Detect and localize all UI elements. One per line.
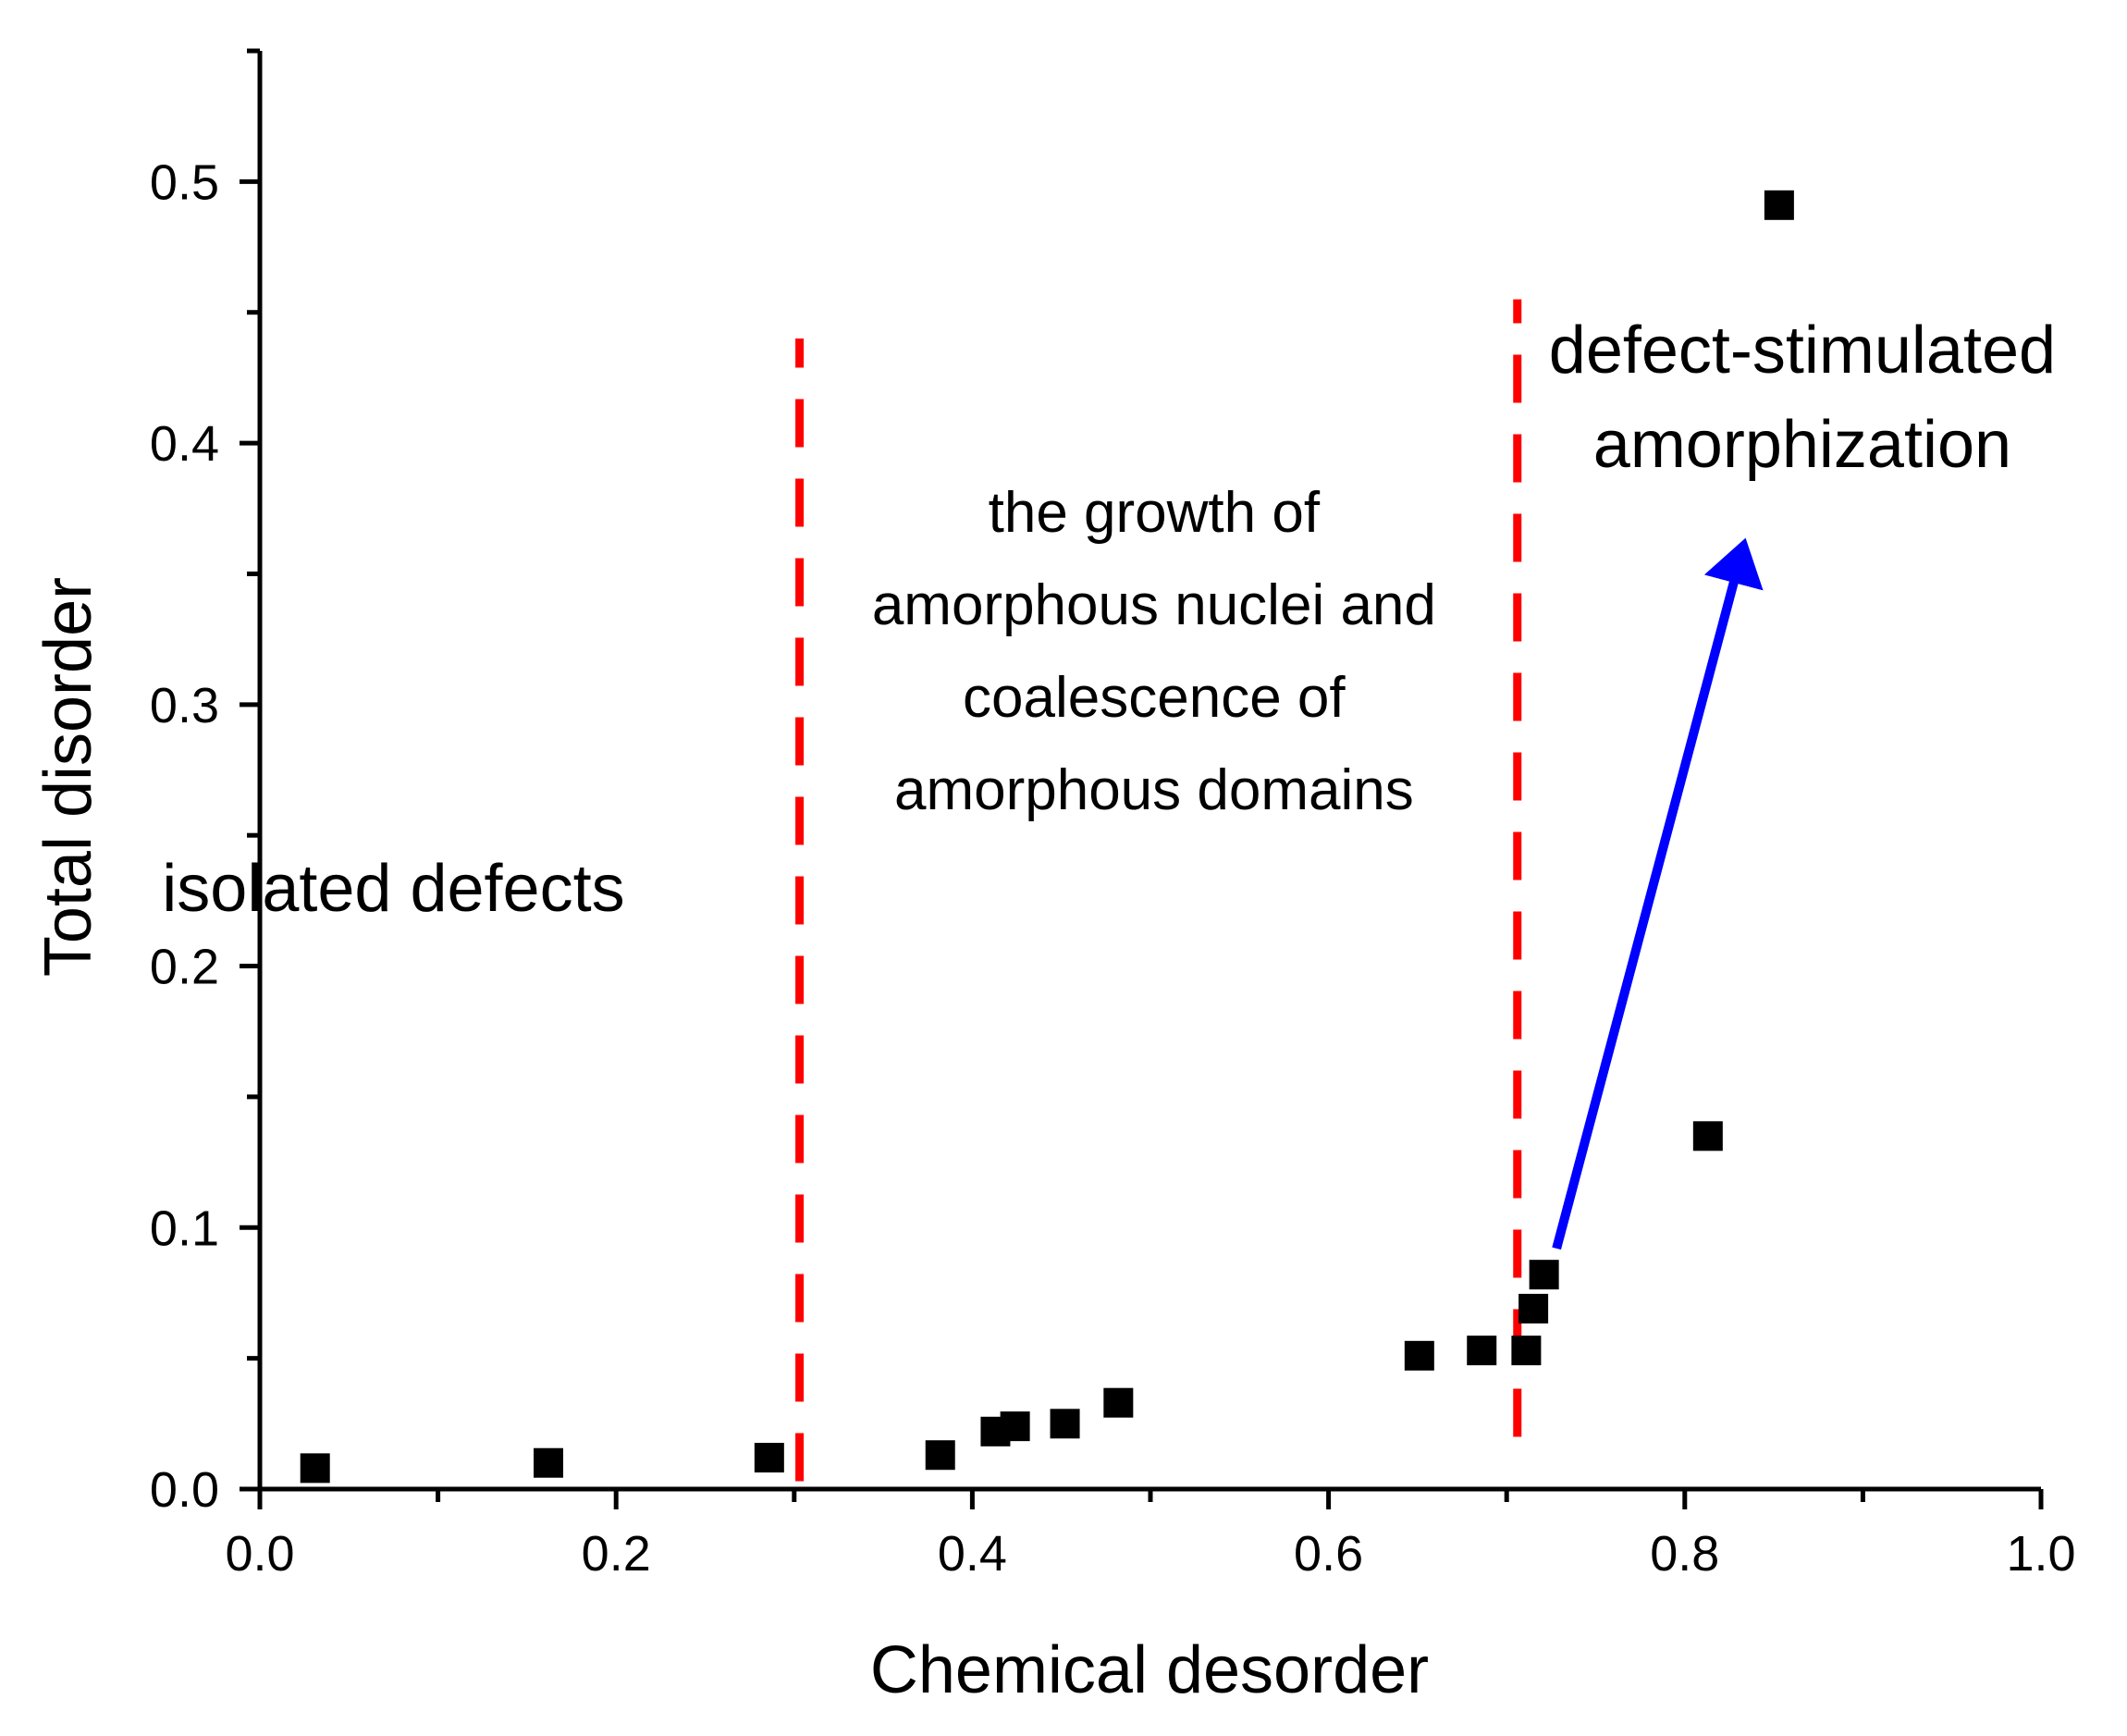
- data-point: [1000, 1411, 1030, 1442]
- data-point: [1529, 1260, 1559, 1290]
- data-point: [1764, 190, 1794, 220]
- y-tick-label: 0.2: [150, 940, 219, 995]
- data-point: [754, 1443, 784, 1473]
- x-tick-label: 0.0: [225, 1526, 294, 1582]
- data-point: [1692, 1121, 1723, 1151]
- reference-lines: [795, 299, 1522, 1482]
- arrow-layer: [1552, 537, 1764, 1250]
- x-tick-label: 0.8: [1650, 1526, 1719, 1582]
- x-tick-label: 0.6: [1294, 1526, 1363, 1582]
- data-point: [1467, 1336, 1497, 1366]
- axes: 0.0 0.2 0.4 0.6 0.8 1.0 0.0 0.1 0.2 0.3 0.4 0.5: [150, 48, 2076, 1582]
- blue-arrow: [1552, 537, 1764, 1250]
- y-tick-label: 0.0: [150, 1462, 219, 1518]
- x-tick-label: 0.4: [938, 1526, 1007, 1582]
- y-tick-label: 0.1: [150, 1200, 219, 1256]
- y-tick-label: 0.4: [150, 416, 219, 472]
- y-tick-label: 0.3: [150, 678, 219, 733]
- annotation-isolated: isolated defects: [162, 852, 624, 926]
- annotation-growth: coalescence of: [963, 666, 1346, 730]
- data-point: [1511, 1336, 1542, 1366]
- data-points: [300, 190, 1794, 1484]
- data-point: [1050, 1409, 1080, 1439]
- data-point: [534, 1447, 564, 1478]
- data-point: [1404, 1340, 1434, 1371]
- annotations: isolated defects the growth of amorphous n…: [162, 314, 2056, 926]
- annotation-growth: amorphous domains: [894, 758, 1414, 822]
- y-tick-label: 0.5: [150, 154, 219, 210]
- annotation-growth: amorphous nuclei and: [872, 573, 1436, 637]
- x-axis-title: Chemical desorder: [870, 1633, 1429, 1707]
- annotation-growth: the growth of: [989, 481, 1321, 545]
- y-axis-title: Total disorder: [31, 577, 105, 977]
- x-tick-label: 1.0: [2006, 1526, 2075, 1582]
- data-point: [1518, 1293, 1549, 1324]
- data-point: [300, 1453, 330, 1484]
- data-point: [1103, 1387, 1134, 1418]
- x-tick-label: 0.2: [582, 1526, 651, 1582]
- annotation-amorph: amorphization: [1593, 408, 2011, 482]
- annotation-amorph: defect-stimulated: [1549, 314, 2056, 388]
- data-point: [925, 1440, 955, 1471]
